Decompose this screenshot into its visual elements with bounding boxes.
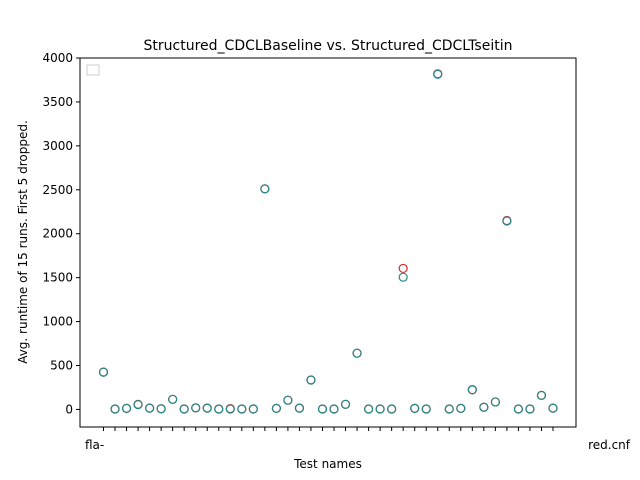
data-point-series-2 bbox=[317, 404, 328, 414]
data-point-series-2 bbox=[121, 403, 132, 413]
data-point-series-2 bbox=[479, 402, 489, 412]
legend-box bbox=[86, 64, 100, 76]
y-tick-label: 2500 bbox=[42, 183, 73, 197]
x-axis-ticks bbox=[103, 427, 554, 431]
data-point-series-2 bbox=[271, 403, 281, 413]
y-tick-label: 500 bbox=[50, 359, 73, 373]
data-point-series-2 bbox=[513, 404, 524, 414]
data-point-series-2 bbox=[260, 184, 270, 194]
data-point-series-2 bbox=[191, 403, 201, 413]
data-point-series-2 bbox=[467, 385, 477, 395]
data-point-series-2 bbox=[225, 404, 235, 414]
data-point-series-2 bbox=[98, 367, 109, 377]
data-point-series-2 bbox=[145, 403, 155, 413]
data-point-series-2 bbox=[352, 348, 362, 358]
data-point-series-2 bbox=[363, 404, 374, 414]
plot-area bbox=[79, 57, 577, 428]
data-point-series-2 bbox=[398, 272, 408, 282]
data-point-series-2 bbox=[444, 404, 454, 414]
data-point-series-2 bbox=[387, 404, 397, 414]
x-axis-label: Test names bbox=[293, 457, 362, 471]
y-tick-label: 0 bbox=[65, 402, 73, 416]
data-point-series-2 bbox=[548, 403, 558, 413]
data-point-series-2 bbox=[410, 403, 420, 413]
data-point-series-2 bbox=[456, 403, 466, 413]
y-tick-label: 1000 bbox=[42, 315, 73, 329]
y-tick-label: 2000 bbox=[42, 227, 73, 241]
data-point-series-2 bbox=[536, 390, 547, 400]
data-point-series-2 bbox=[168, 394, 178, 404]
data-point-series-2 bbox=[202, 403, 212, 413]
y-tick-label: 3500 bbox=[42, 95, 73, 109]
y-tick-label: 3000 bbox=[42, 139, 73, 153]
y-axis-label: Avg. runtime of 15 runs. First 5 dropped… bbox=[16, 120, 30, 364]
y-tick-label: 1500 bbox=[42, 271, 73, 285]
data-point-series-2 bbox=[375, 404, 385, 414]
data-point-series-2 bbox=[525, 404, 535, 414]
data-point-series-2 bbox=[306, 375, 316, 385]
data-point-series-2 bbox=[490, 397, 500, 407]
data-point-series-2 bbox=[340, 399, 351, 409]
data-points bbox=[98, 69, 558, 414]
data-point-series-2 bbox=[329, 404, 339, 414]
data-point-series-2 bbox=[179, 404, 189, 414]
data-point-series-2 bbox=[502, 216, 512, 226]
data-point-series-2 bbox=[237, 404, 247, 414]
data-point-series-2 bbox=[133, 399, 143, 410]
chart-title: Structured_CDCLBaseline vs. Structured_C… bbox=[144, 38, 513, 54]
data-point-series-1 bbox=[398, 263, 408, 274]
data-point-series-2 bbox=[433, 69, 443, 79]
data-point-series-2 bbox=[421, 404, 431, 414]
x-tick-label-first: fla- bbox=[85, 438, 104, 452]
data-point-series-2 bbox=[110, 404, 120, 414]
data-point-series-2 bbox=[283, 395, 293, 405]
data-point-series-2 bbox=[214, 404, 224, 414]
y-tick-label: 4000 bbox=[42, 51, 73, 65]
y-axis-ticks: 0 500 1000 1500 2000 2500 3000 3500 4000 bbox=[42, 51, 80, 416]
x-tick-label-last: red.cnf bbox=[588, 438, 631, 452]
data-point-series-2 bbox=[248, 404, 258, 414]
data-point-series-2 bbox=[156, 404, 166, 414]
data-point-series-2 bbox=[294, 403, 305, 413]
